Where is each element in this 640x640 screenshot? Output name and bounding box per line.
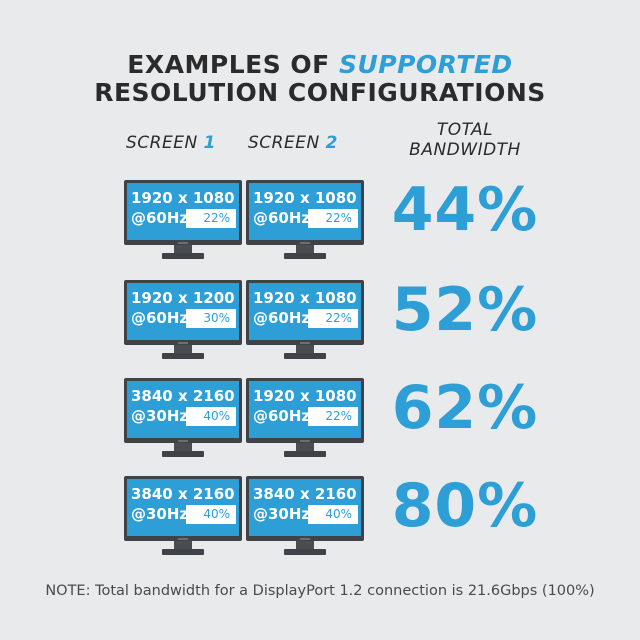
refresh-rate-label: @60Hz — [253, 209, 311, 227]
monitor-stand-base — [162, 353, 204, 359]
resolution-label: 3840 x 2160 — [253, 485, 357, 503]
resolution-label: 1920 x 1080 — [253, 387, 357, 405]
screen-1-label: SCREEN — [126, 133, 198, 153]
monitor-stand-neck — [296, 245, 314, 254]
total-bandwidth-value: 62% — [391, 373, 539, 443]
bandwidth-percent-badge: 30% — [186, 309, 236, 328]
screen-2-label: SCREEN — [248, 133, 320, 153]
monitor-stand-neck — [174, 345, 192, 354]
monitor-screen: 1920 x 1080 @60Hz 22% — [249, 283, 361, 340]
refresh-rate-label: @30Hz — [131, 407, 189, 425]
resolution-label: 3840 x 2160 — [131, 387, 235, 405]
bandwidth-header-line-2: BANDWIDTH — [409, 140, 521, 160]
total-bandwidth-value: 44% — [391, 175, 539, 245]
title-line-1: EXAMPLES OF SUPPORTED — [0, 50, 640, 79]
resolution-label: 1920 x 1200 — [131, 289, 235, 307]
monitor-stand-neck — [296, 345, 314, 354]
resolution-label: 1920 x 1080 — [131, 189, 235, 207]
monitor-screen: 3840 x 2160 @30Hz 40% — [249, 479, 361, 536]
monitor-logo — [178, 440, 188, 442]
monitor-screen-1: 1920 x 1080 @60Hz 22% — [124, 180, 242, 264]
bandwidth-percent-badge: 40% — [308, 505, 358, 524]
bandwidth-percent-badge: 22% — [186, 209, 236, 228]
refresh-rate-label: @60Hz — [131, 209, 189, 227]
monitor-screen-2: 1920 x 1080 @60Hz 22% — [246, 180, 364, 264]
screen-2-number: 2 — [325, 133, 338, 153]
bandwidth-percent-badge: 40% — [186, 407, 236, 426]
monitor-screen-1: 3840 x 2160 @30Hz 40% — [124, 476, 242, 560]
monitor-logo — [300, 440, 310, 442]
monitor-screen-1: 1920 x 1200 @60Hz 30% — [124, 280, 242, 364]
monitor-logo — [300, 242, 310, 244]
monitor-screen-2: 3840 x 2160 @30Hz 40% — [246, 476, 364, 560]
bandwidth-percent-badge: 40% — [186, 505, 236, 524]
resolution-label: 3840 x 2160 — [131, 485, 235, 503]
monitor-screen: 1920 x 1200 @60Hz 30% — [127, 283, 239, 340]
monitor-screen: 1920 x 1080 @60Hz 22% — [127, 183, 239, 240]
refresh-rate-label: @30Hz — [131, 505, 189, 523]
bandwidth-percent-badge: 22% — [308, 407, 358, 426]
monitor-stand-base — [284, 451, 326, 457]
monitor-stand-neck — [174, 541, 192, 550]
screen-1-number: 1 — [203, 133, 216, 153]
monitor-logo — [178, 342, 188, 344]
refresh-rate-label: @60Hz — [253, 407, 311, 425]
monitor-stand-neck — [296, 541, 314, 550]
resolution-label: 1920 x 1080 — [253, 289, 357, 307]
monitor-logo — [178, 242, 188, 244]
monitor-stand-base — [284, 353, 326, 359]
title-prefix: EXAMPLES OF — [127, 50, 330, 79]
screen-2-header: SCREEN 2 — [248, 133, 338, 153]
refresh-rate-label: @60Hz — [253, 309, 311, 327]
bandwidth-header-line-1: TOTAL — [436, 120, 494, 140]
monitor-stand-neck — [296, 443, 314, 452]
monitor-logo — [178, 538, 188, 540]
total-bandwidth-header: TOTAL BANDWIDTH — [380, 120, 550, 160]
bandwidth-percent-badge: 22% — [308, 309, 358, 328]
bandwidth-percent-badge: 22% — [308, 209, 358, 228]
monitor-stand-neck — [174, 245, 192, 254]
footnote: NOTE: Total bandwidth for a DisplayPort … — [45, 583, 595, 599]
monitor-logo — [300, 538, 310, 540]
monitor-stand-neck — [174, 443, 192, 452]
monitor-screen-2: 1920 x 1080 @60Hz 22% — [246, 378, 364, 462]
title-line-2: RESOLUTION CONFIGURATIONS — [94, 78, 546, 107]
monitor-stand-base — [284, 253, 326, 259]
monitor-screen-2: 1920 x 1080 @60Hz 22% — [246, 280, 364, 364]
monitor-screen: 1920 x 1080 @60Hz 22% — [249, 381, 361, 438]
total-bandwidth-value: 80% — [391, 471, 539, 541]
monitor-stand-base — [162, 549, 204, 555]
total-bandwidth-value: 52% — [391, 275, 539, 345]
screen-1-header: SCREEN 1 — [126, 133, 216, 153]
monitor-stand-base — [162, 451, 204, 457]
monitor-logo — [300, 342, 310, 344]
monitor-screen: 3840 x 2160 @30Hz 40% — [127, 479, 239, 536]
monitor-stand-base — [162, 253, 204, 259]
refresh-rate-label: @30Hz — [253, 505, 311, 523]
monitor-screen: 1920 x 1080 @60Hz 22% — [249, 183, 361, 240]
monitor-stand-base — [284, 549, 326, 555]
refresh-rate-label: @60Hz — [131, 309, 189, 327]
monitor-screen: 3840 x 2160 @30Hz 40% — [127, 381, 239, 438]
title-accent: SUPPORTED — [338, 50, 513, 79]
monitor-screen-1: 3840 x 2160 @30Hz 40% — [124, 378, 242, 462]
resolution-label: 1920 x 1080 — [253, 189, 357, 207]
